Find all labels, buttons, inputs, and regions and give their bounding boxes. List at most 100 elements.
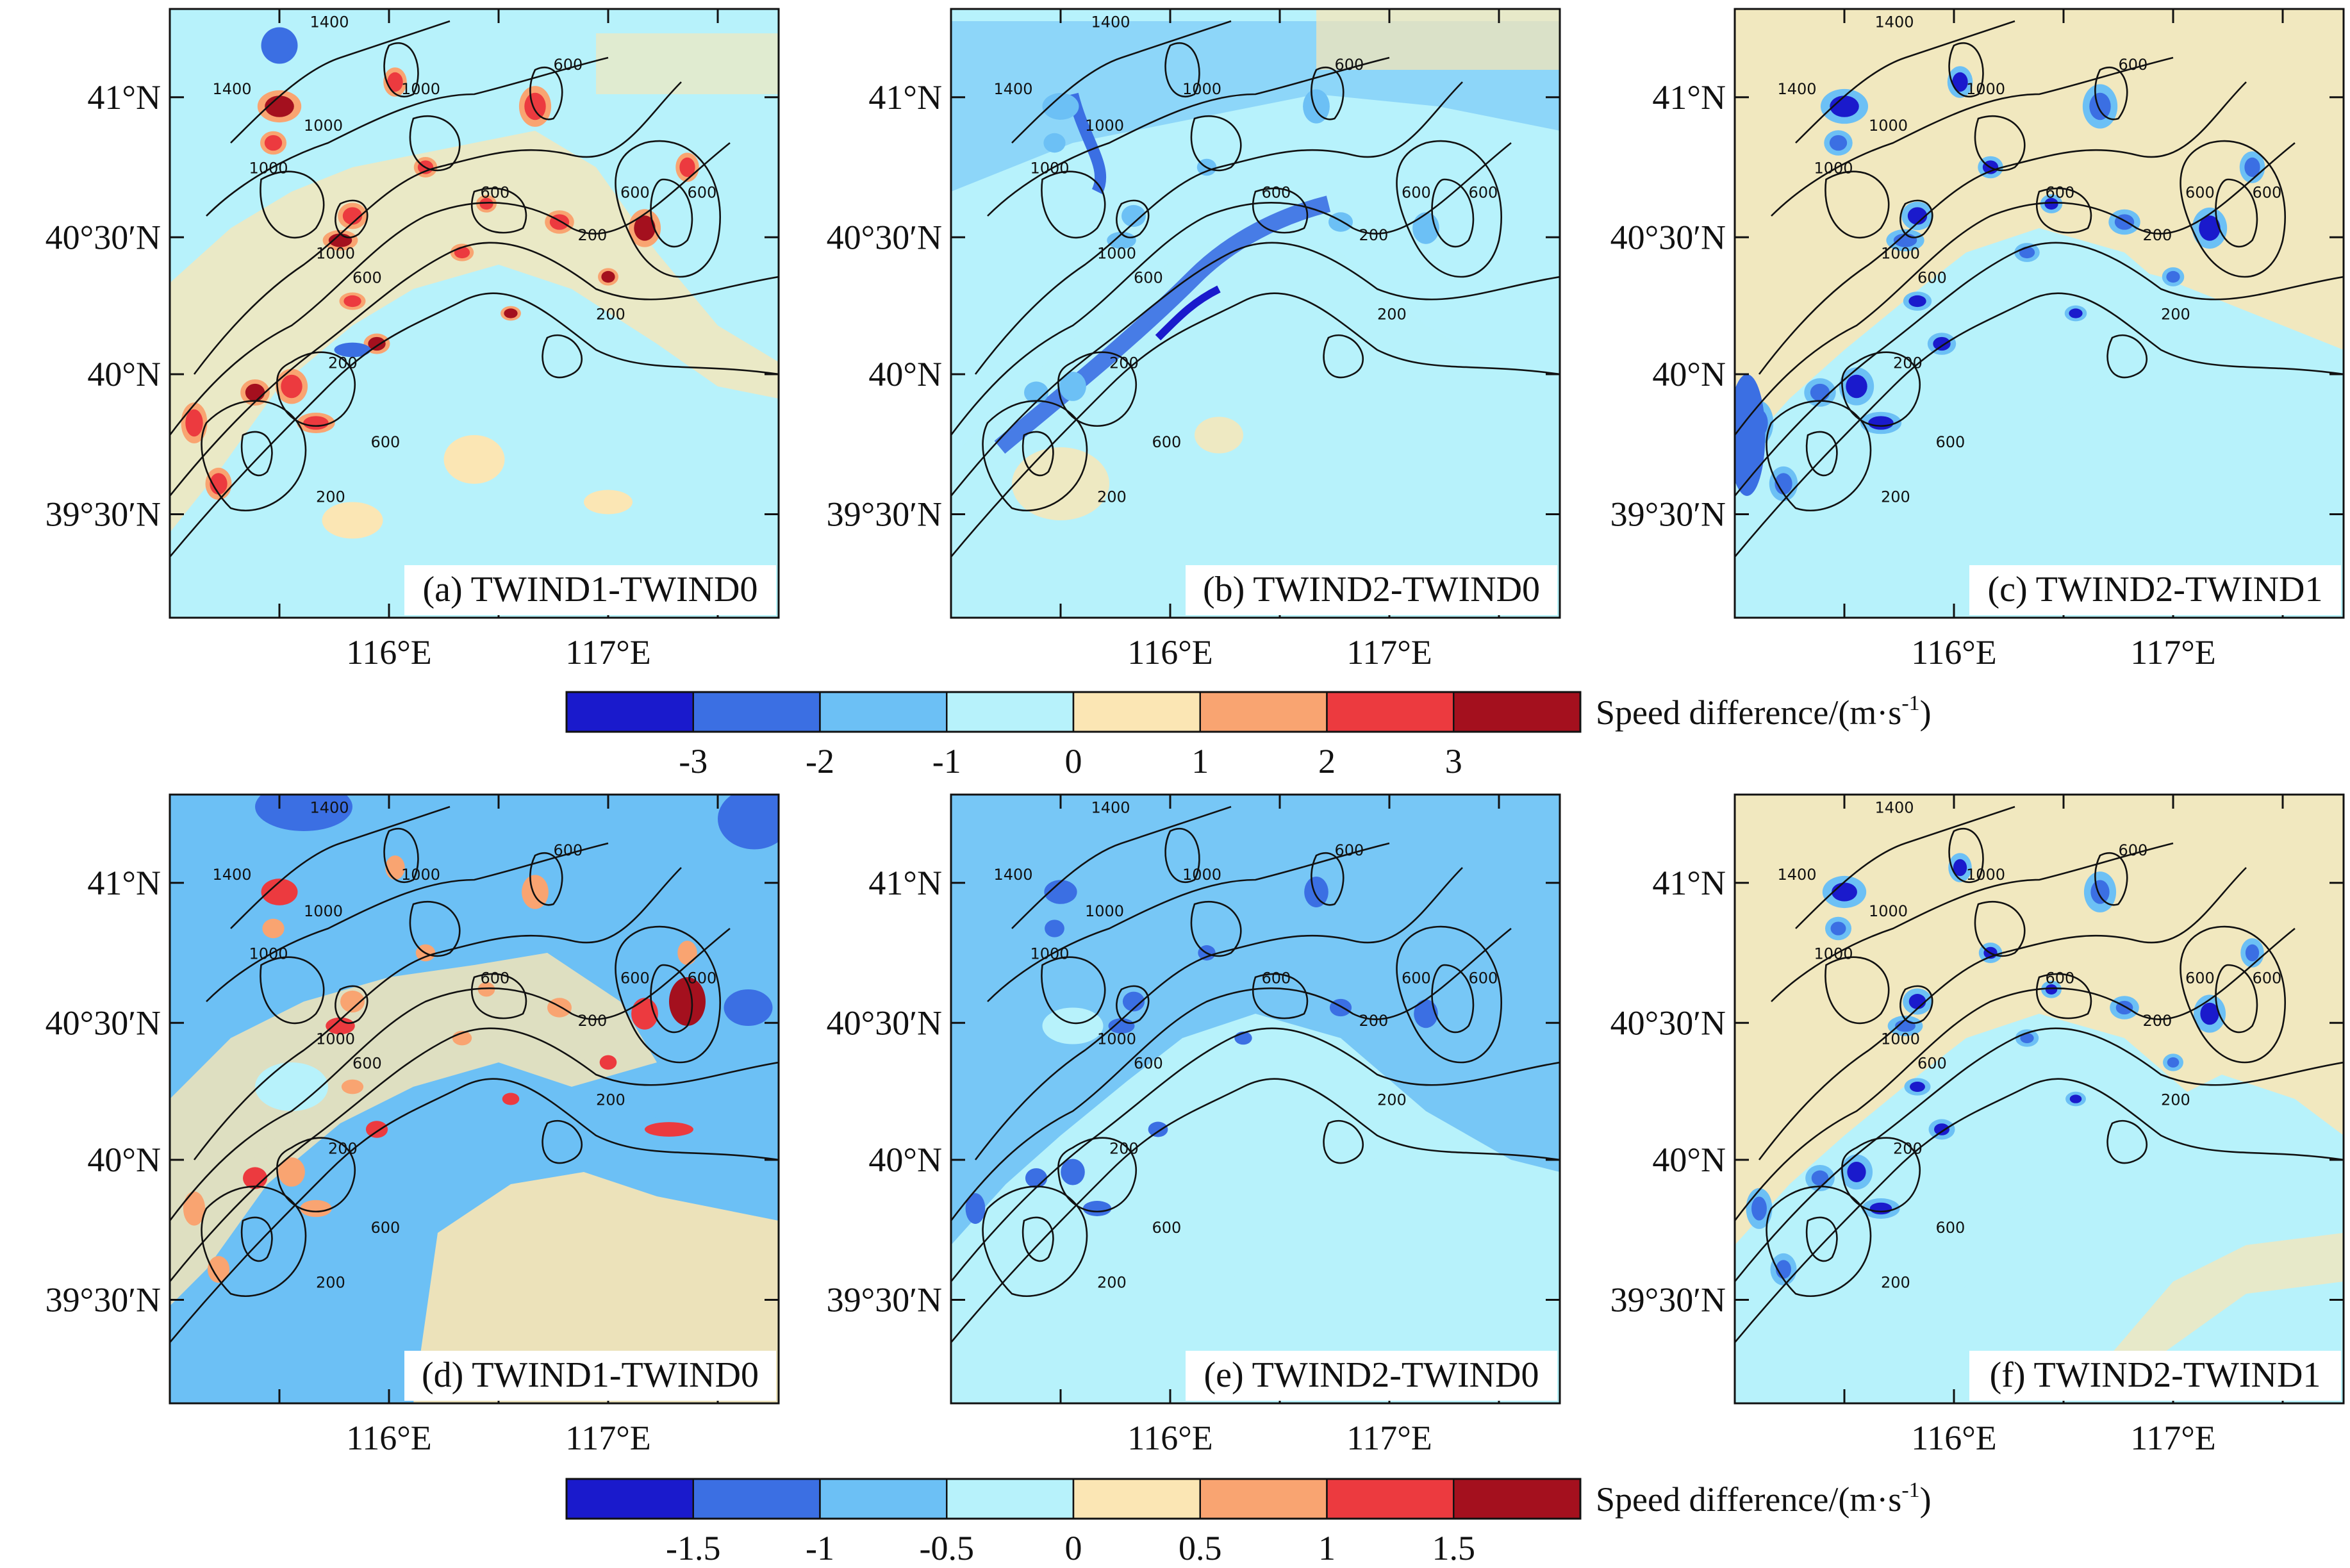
panel-label-box [1969,565,2341,615]
terrain-contour [2215,178,2258,248]
terrain-contour [409,115,461,172]
contour-label: 1000 [316,1030,355,1048]
anomaly-core [1829,135,1848,151]
contour-label: 1400 [213,80,252,98]
contour-label: 1000 [401,866,440,884]
anomaly-blob [522,875,549,909]
lat-tick-label: 41°N [87,864,161,902]
anomaly-core [645,1122,693,1137]
field-e: 1400 1400 1000 1000 1000 600 600 600 600 200 200 20… [951,795,1560,1403]
anomaly-core [1775,473,1792,495]
contour-label: 1000 [249,160,288,177]
terrain-contour [1899,199,1933,238]
terrain-contour [1841,1137,1921,1212]
contour-label: 600 [2046,970,2075,987]
mountain-zone [1735,795,2344,1245]
colorbar-tick-label: 1 [1318,1529,1336,1567]
contour-label: 600 [1469,184,1498,202]
negative-patch [1735,374,1766,496]
terrain-contour [383,827,419,884]
contour-label: 200 [328,354,358,372]
colorbar-tick-label: 3 [1445,742,1462,780]
contour-label: 1000 [1869,117,1908,135]
contour-label: 600 [1917,1055,1947,1073]
lat-tick-label: 39°30′N [827,495,942,534]
positive-patch [584,490,633,515]
anomaly-blob [1304,877,1328,907]
anomaly-core [1869,1202,1892,1215]
anomaly-core [634,215,656,241]
plain-zone [1917,374,2344,618]
panel-label: (c) TWIND2-TWIND1 [1988,570,2323,609]
anomaly-blob [183,1191,206,1226]
terrain-contours: 1400 1400 1000 1000 1000 600 600 600 600 200 200 20… [1735,13,2344,557]
panel-frame [169,8,780,619]
terrain-contour [1766,1185,1872,1297]
anomaly-core [185,409,203,437]
anomaly-core [1908,295,1926,308]
contour-label: 200 [596,1091,625,1109]
contour-label: 1400 [1778,80,1817,98]
anomaly-core [1810,383,1830,402]
contour-label: 1400 [1778,866,1817,884]
terrain-contour [230,20,451,144]
terrain-contour [951,927,1512,1221]
contour-label: 600 [1936,433,1965,451]
lon-tick-label: 116°E [1127,1419,1213,1457]
anomaly-blob [243,1167,267,1189]
terrain-contour [1948,42,1984,98]
terrain-contour [276,1137,356,1212]
terrain-contour [974,867,1463,1160]
contour-label: 1000 [1182,80,1221,98]
terrain-contour [335,199,368,238]
lat-tick-label: 40°30′N [1610,218,1726,256]
terrain-contour [1771,56,2174,217]
contour-label: 1400 [1091,13,1130,31]
terrain-contour [1795,805,2015,929]
terrain-contour [193,81,682,375]
contour-label: 200 [1893,354,1923,372]
contour-label: 200 [596,306,625,324]
anomaly-core [454,246,470,259]
colorbar-segment [946,1478,1075,1520]
colorbar-segment [946,691,1075,733]
anomaly-blob [278,1157,305,1187]
contour-label: 200 [1097,488,1127,506]
terrain-contour [335,985,368,1024]
terrain-contour [1766,400,1872,511]
contour-label: 600 [352,1055,382,1073]
contour-label: 1400 [994,866,1033,884]
anomaly-core [1830,921,1846,936]
terrain-contour [615,140,721,278]
lat-tick-label: 40°N [87,1141,161,1179]
lat-tick-label: 41°N [868,864,942,902]
lon-tick-label: 117°E [1346,1419,1432,1457]
anomaly-core [2166,270,2180,283]
contour-label: 200 [1109,1140,1139,1158]
anomaly-core [2199,215,2221,241]
terrain-contour [241,1216,273,1262]
contour-label: 1000 [304,117,343,135]
terrain-contour [1974,115,2026,172]
lat-tick-label: 41°N [868,78,942,117]
panel-label-box [1186,1351,1557,1401]
anomaly-core [524,92,546,120]
terrain-contour [2094,66,2128,120]
contour-label: 200 [1109,354,1139,372]
anomaly-core [1910,1082,1925,1092]
colorbar-tick-label: -1 [932,742,961,780]
terrain-contour [1311,852,1345,906]
anomaly-core [368,336,386,351]
terrain-contour [2035,187,2092,234]
contour-label: 1400 [1091,799,1130,817]
anomaly-core [2044,197,2058,210]
contour-label: 600 [554,56,583,74]
anomaly-blob [261,879,298,905]
terrain-contour [1735,1078,2344,1343]
terrain-contour [1190,900,1242,957]
contour-label: 1000 [1182,866,1221,884]
contour-label: 600 [688,184,717,202]
contour-label: 1400 [994,80,1033,98]
terrain-contour [409,900,461,957]
anomaly-core [2045,984,2058,994]
